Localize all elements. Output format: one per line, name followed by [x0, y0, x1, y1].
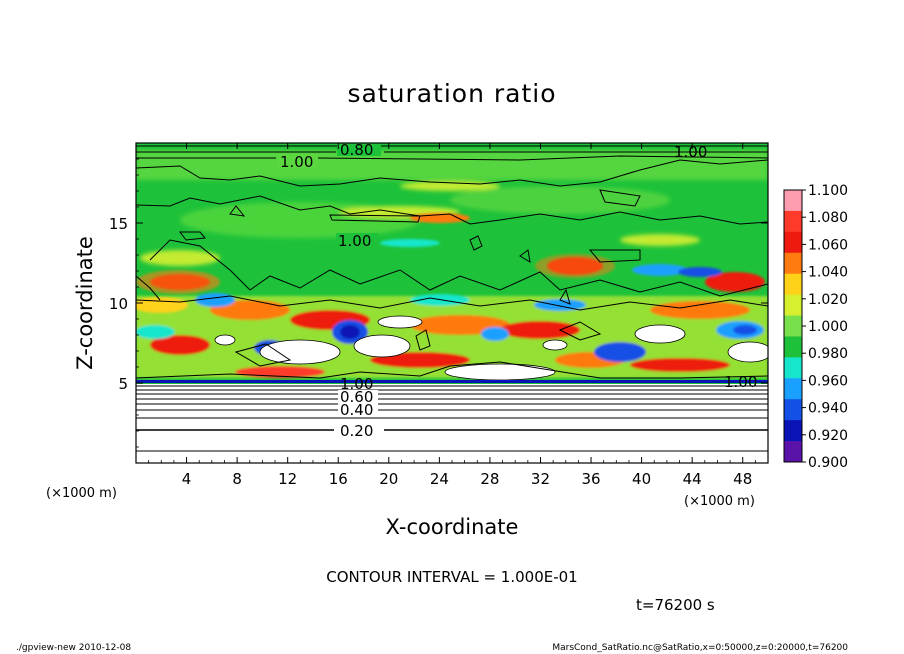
y-tick-label: 15 — [109, 215, 128, 233]
colorbar-label: 0.920 — [808, 428, 848, 444]
contour-label-3: 1.00 — [674, 143, 707, 161]
colorbar-swatch — [784, 315, 802, 337]
contour-label-2: 1.00 — [338, 232, 371, 250]
colorbar-label: 0.900 — [808, 455, 848, 471]
x-tick-label: 28 — [480, 470, 499, 488]
contour-label-7: 0.40 — [340, 401, 373, 419]
contour-label-8: 0.20 — [340, 422, 373, 440]
colorbar-swatch — [784, 231, 802, 254]
colorbar-swatch — [784, 378, 802, 400]
colorbar-swatch — [784, 336, 802, 358]
x-tick-label: 36 — [581, 470, 600, 488]
colorbar-swatch — [784, 210, 802, 233]
x-tick-label: 24 — [430, 470, 449, 488]
x-tick-label: 12 — [278, 470, 297, 488]
x-tick-label: 20 — [379, 470, 398, 488]
y-tick-label: 5 — [118, 375, 128, 393]
contour-label-4: 1.00 — [724, 373, 757, 391]
chart-title: saturation ratio — [347, 79, 556, 108]
contour-interval: CONTOUR INTERVAL = 1.000E-01 — [326, 568, 577, 586]
time-label: t=76200 s — [636, 596, 715, 614]
heatmap-field: 0.80 1.00 1.00 1.00 1.00 1.00 0.60 0.40 … — [136, 141, 768, 463]
x-tick-label: 40 — [632, 470, 651, 488]
x-axis-label: X-coordinate — [386, 515, 519, 539]
colorbar-swatch — [784, 273, 802, 296]
x-tick-label: 8 — [232, 470, 242, 488]
colorbar-label: 1.020 — [808, 292, 848, 308]
colorbar-swatch — [784, 441, 802, 463]
colorbar-label: 0.960 — [808, 373, 848, 389]
colorbar-swatch — [784, 294, 802, 317]
contour-label-6: 0.60 — [340, 388, 373, 406]
x-tick-label: 48 — [733, 470, 752, 488]
x-tick-label: 4 — [182, 470, 192, 488]
colorbar-swatch — [784, 190, 802, 212]
colorbar-label: 1.060 — [808, 237, 848, 253]
x-unit-left: (×1000 m) — [46, 486, 117, 501]
colorbar-swatch — [784, 399, 802, 421]
colorbar-swatch — [784, 357, 802, 379]
colorbar-label: 1.100 — [808, 183, 848, 199]
x-axis-ticks: 4 8 12 16 20 24 28 32 36 40 44 48 — [148, 143, 756, 488]
colorbar: 1.100 1.080 1.060 1.040 1.020 1.000 0.980 0.960… — [783, 183, 848, 471]
x-unit-right: (×1000 m) — [684, 494, 755, 509]
colorbar-swatch — [784, 252, 802, 275]
x-tick-label: 16 — [329, 470, 348, 488]
contour-labels: 0.80 1.00 1.00 1.00 1.00 1.00 0.60 0.40 … — [278, 141, 757, 440]
colorbar-label: 0.940 — [808, 401, 848, 417]
colorbar-label: 1.080 — [808, 210, 848, 226]
y-tick-label: 10 — [109, 295, 128, 313]
contour-label-5: 1.00 — [340, 375, 373, 393]
colorbar-label: 1.000 — [808, 319, 848, 335]
colorbar-label: 1.040 — [808, 265, 848, 281]
y-axis-ticks: 5 10 15 — [109, 158, 768, 448]
contour-label-1: 1.00 — [280, 153, 313, 171]
x-tick-label: 44 — [683, 470, 702, 488]
contour-label-0: 0.80 — [340, 141, 373, 159]
colorbar-label: 0.980 — [808, 346, 848, 362]
footer-left: ./gpview-new 2010-12-08 — [16, 643, 131, 653]
colorbar-swatch — [784, 420, 802, 442]
footer-right: MarsCond_SatRatio.nc@SatRatio,x=0:50000,… — [552, 643, 848, 653]
x-tick-label: 32 — [531, 470, 550, 488]
y-axis-label: Z-coordinate — [73, 236, 97, 370]
